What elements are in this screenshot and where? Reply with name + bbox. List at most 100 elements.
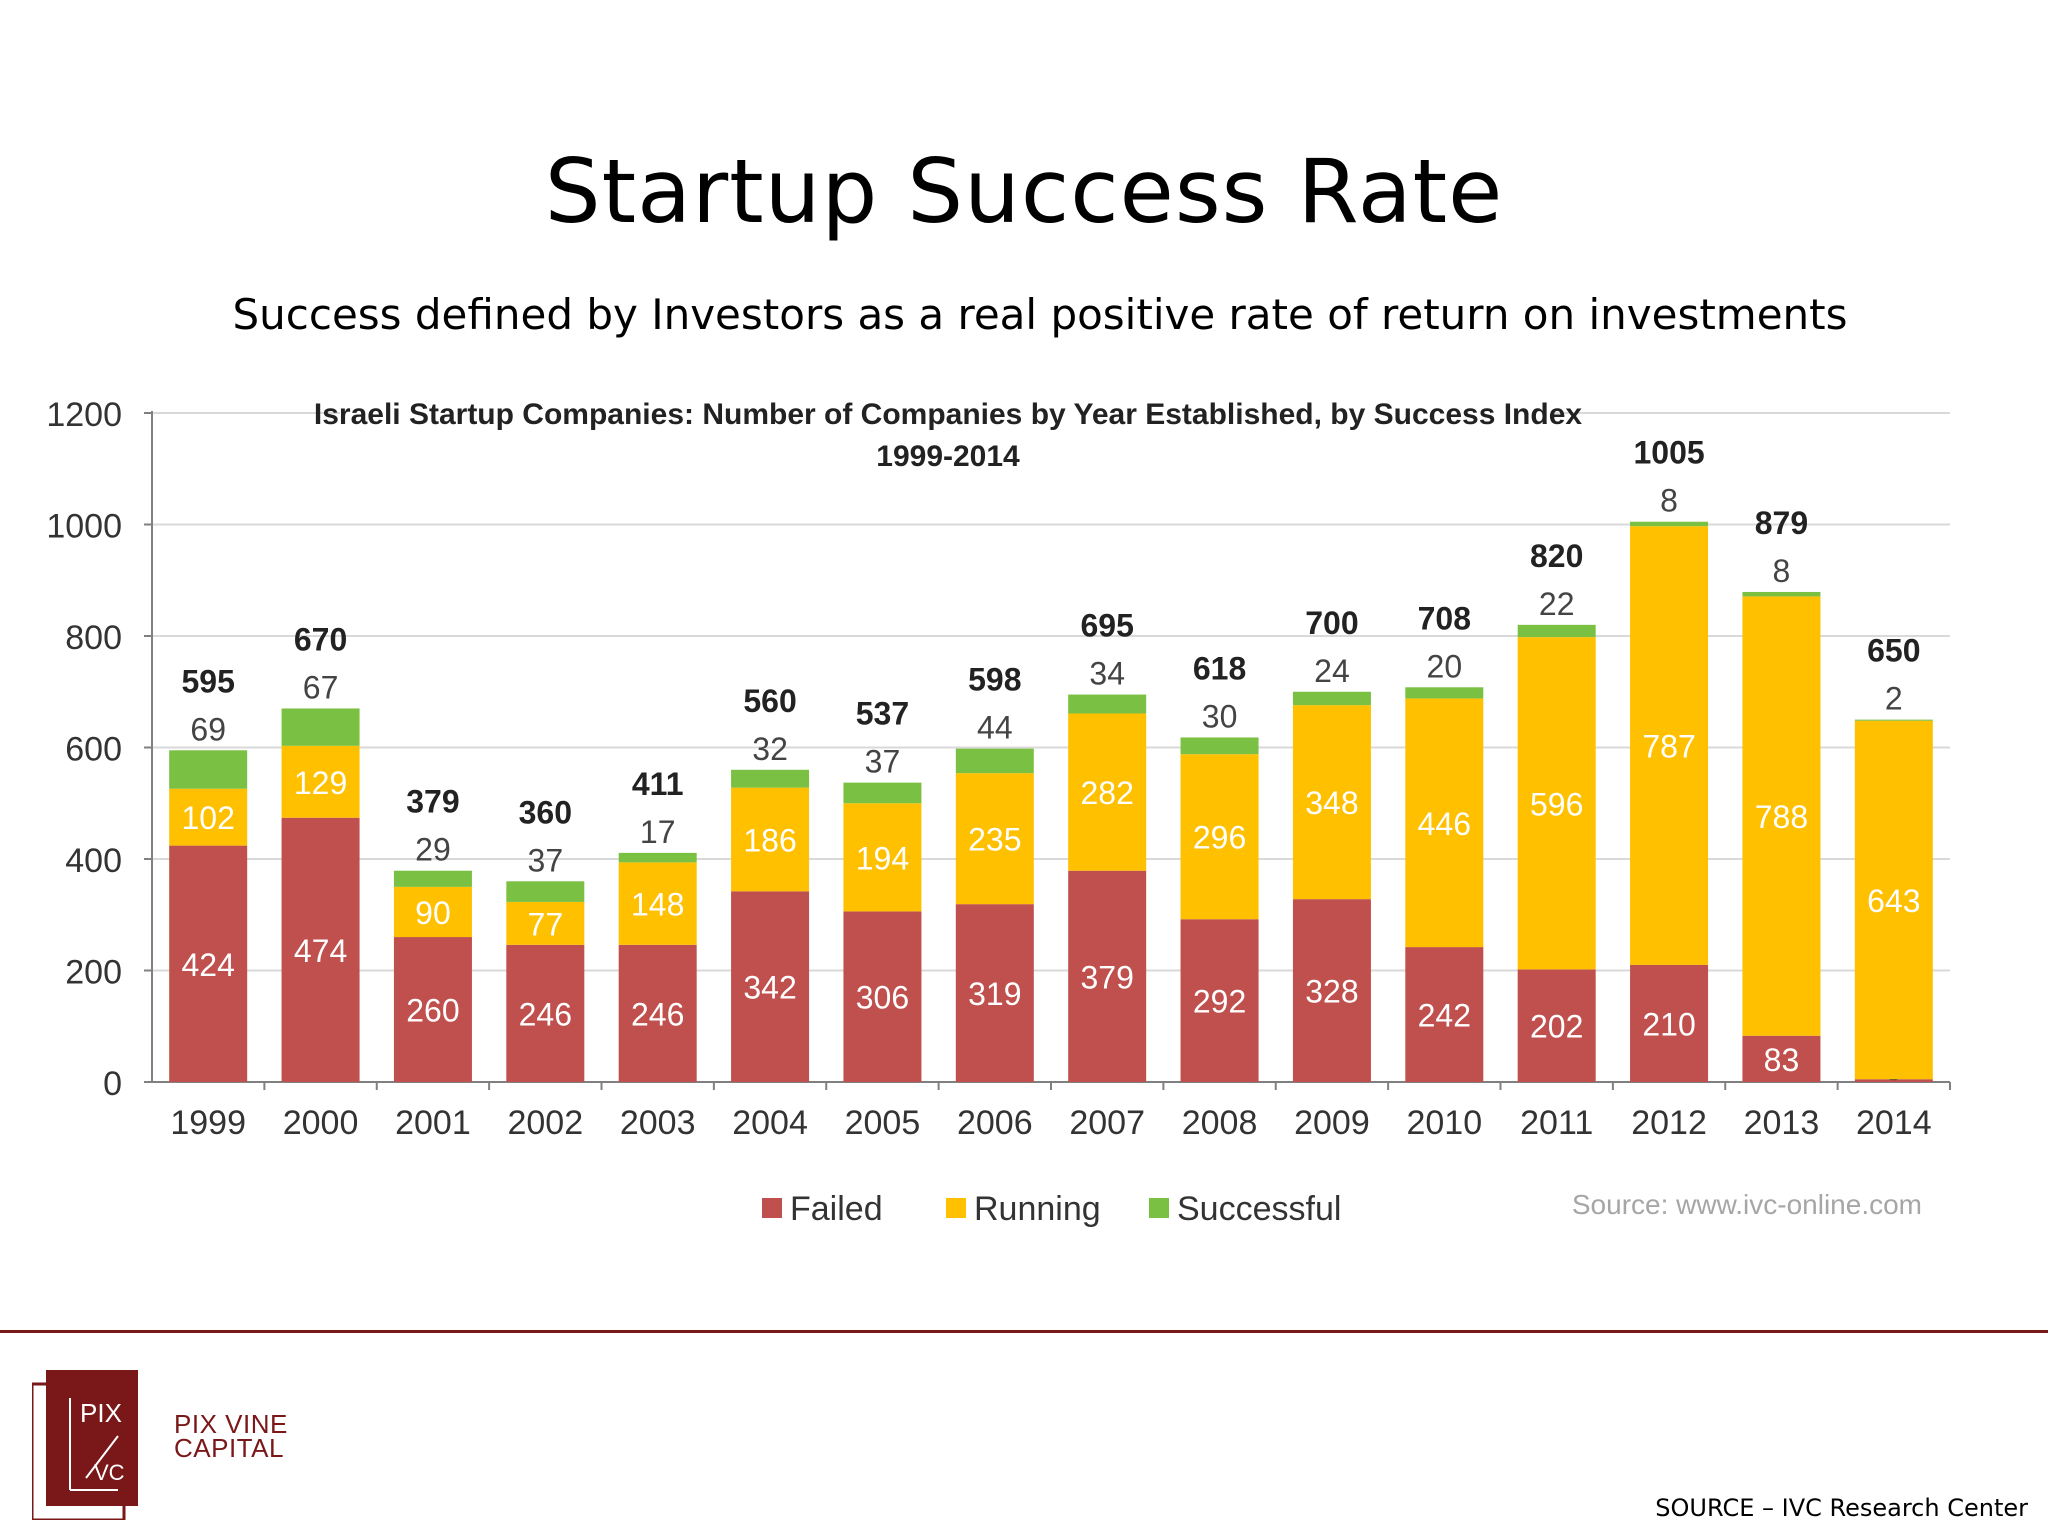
bar-segment-running: [731, 787, 810, 892]
chart-subtitle: 1999-2014: [876, 440, 1020, 473]
bar-segment-failed: [393, 937, 472, 1082]
footer-source: SOURCE – IVC Research Center: [1655, 1494, 2028, 1522]
x-tick-label: 2001: [395, 1104, 471, 1142]
total-label: 700: [1305, 605, 1358, 641]
legend-swatch-successful: [1149, 1198, 1169, 1218]
chart-source-note: Source: www.ivc-online.com: [1572, 1189, 1922, 1220]
bar-segment-failed: [955, 904, 1034, 1082]
y-tick-label: 200: [65, 954, 122, 992]
slide-subtitle: Success defined by Investors as a real p…: [232, 290, 1848, 339]
data-label-running: 129: [294, 765, 347, 801]
total-label: 618: [1193, 650, 1246, 686]
data-label-successful: 32: [752, 731, 788, 767]
total-label: 708: [1418, 600, 1471, 636]
data-label-failed: 379: [1080, 959, 1133, 995]
x-tick-label: 2006: [957, 1104, 1033, 1142]
data-label-running: 148: [631, 887, 684, 923]
data-label-failed: 328: [1305, 974, 1358, 1010]
data-label-failed: 342: [743, 970, 796, 1006]
x-tick-label: 2002: [507, 1104, 583, 1142]
x-tick-label: 2007: [1069, 1104, 1145, 1142]
data-label-failed: 260: [406, 993, 459, 1029]
data-label-running: 282: [1080, 775, 1133, 811]
data-label-failed: 246: [631, 996, 684, 1032]
x-tick-label: 2004: [732, 1104, 808, 1142]
data-label-successful: 2: [1885, 681, 1903, 717]
x-tick-label: 2000: [283, 1104, 359, 1142]
bar-segment-running: [1292, 705, 1371, 900]
bar-segment-failed: [1292, 899, 1371, 1082]
data-label-successful: 44: [977, 710, 1013, 746]
data-label-running: 643: [1867, 883, 1920, 919]
logo-mark-bottom: VC: [94, 1460, 125, 1485]
logo-name-line2: CAPITAL: [174, 1433, 284, 1463]
data-label-successful: 29: [415, 832, 451, 868]
data-label-running: 296: [1193, 820, 1246, 856]
x-tick-label: 2005: [845, 1104, 921, 1142]
bar-segment-running: [618, 862, 697, 945]
data-label-failed: 210: [1642, 1006, 1695, 1042]
bar-segment-running: [281, 745, 360, 818]
x-tick-label: 2003: [620, 1104, 696, 1142]
x-tick-label: 2009: [1294, 1104, 1370, 1142]
bar-segment-successful: [1292, 691, 1371, 706]
legend-swatch-running: [946, 1198, 966, 1218]
y-tick-label: 600: [65, 731, 122, 769]
bar-segment-failed: [506, 944, 585, 1082]
x-tick-label: 1999: [170, 1104, 246, 1142]
bar-segment-successful: [1742, 591, 1821, 597]
x-tick-label: 2008: [1182, 1104, 1258, 1142]
chart-title: Israeli Startup Companies: Number of Com…: [314, 398, 1583, 431]
bar-segment-successful: [1405, 687, 1484, 699]
data-label-successful: 20: [1427, 648, 1463, 684]
data-label-failed: 242: [1418, 998, 1471, 1034]
bar-segment-running: [1180, 754, 1259, 920]
bar-segment-running: [1405, 698, 1484, 948]
data-label-running: 596: [1530, 786, 1583, 822]
total-label: 411: [632, 766, 684, 802]
legend-label-successful: Successful: [1177, 1190, 1341, 1228]
data-label-successful: 37: [528, 842, 564, 878]
bar-segment-successful: [281, 708, 360, 746]
y-tick-label: 1200: [46, 396, 122, 434]
bar-segment-failed: [1854, 1079, 1933, 1082]
bar-segment-running: [1517, 637, 1596, 970]
data-label-failed: 83: [1764, 1042, 1800, 1078]
data-label-running: 235: [968, 822, 1021, 858]
data-label-successful: 8: [1773, 553, 1791, 589]
data-label-successful: 67: [303, 669, 339, 705]
total-label: 560: [743, 683, 796, 719]
bar-segment-running: [393, 886, 472, 938]
data-label-failed: 246: [519, 996, 572, 1032]
data-label-running: 348: [1305, 785, 1358, 821]
bar-segment-running: [1854, 720, 1933, 1080]
y-tick-label: 800: [65, 619, 122, 657]
bar-segment-failed: [169, 845, 248, 1082]
total-label: 598: [968, 662, 1021, 698]
bar-segment-successful: [955, 748, 1034, 774]
bar-segment-running: [169, 788, 248, 846]
legend-label-running: Running: [974, 1190, 1101, 1228]
data-label-successful: 34: [1089, 656, 1125, 692]
total-label: 1005: [1633, 435, 1704, 471]
bar-segment-running: [506, 901, 585, 945]
y-tick-label: 400: [65, 842, 122, 880]
y-tick-label: 0: [103, 1065, 122, 1103]
data-label-failed: 292: [1193, 984, 1246, 1020]
bar-segment-failed: [618, 944, 697, 1082]
total-label: 650: [1867, 633, 1920, 669]
bar-segment-running: [843, 803, 922, 912]
data-label-running: 77: [528, 906, 564, 942]
total-label: 537: [856, 696, 909, 732]
bar-segment-running: [1068, 713, 1147, 871]
bar-segment-successful: [1517, 624, 1596, 638]
bar-segment-successful: [843, 782, 922, 804]
total-label: 379: [406, 784, 459, 820]
bar-segment-running: [955, 773, 1034, 905]
total-label: 595: [181, 663, 234, 699]
logo-wordmark: PIX VINE CAPITAL: [174, 1411, 288, 1463]
y-tick-label: 1000: [46, 508, 122, 546]
bar-segment-failed: [1068, 870, 1147, 1082]
data-label-successful: 22: [1539, 586, 1575, 622]
bar-segment-failed: [1517, 969, 1596, 1082]
